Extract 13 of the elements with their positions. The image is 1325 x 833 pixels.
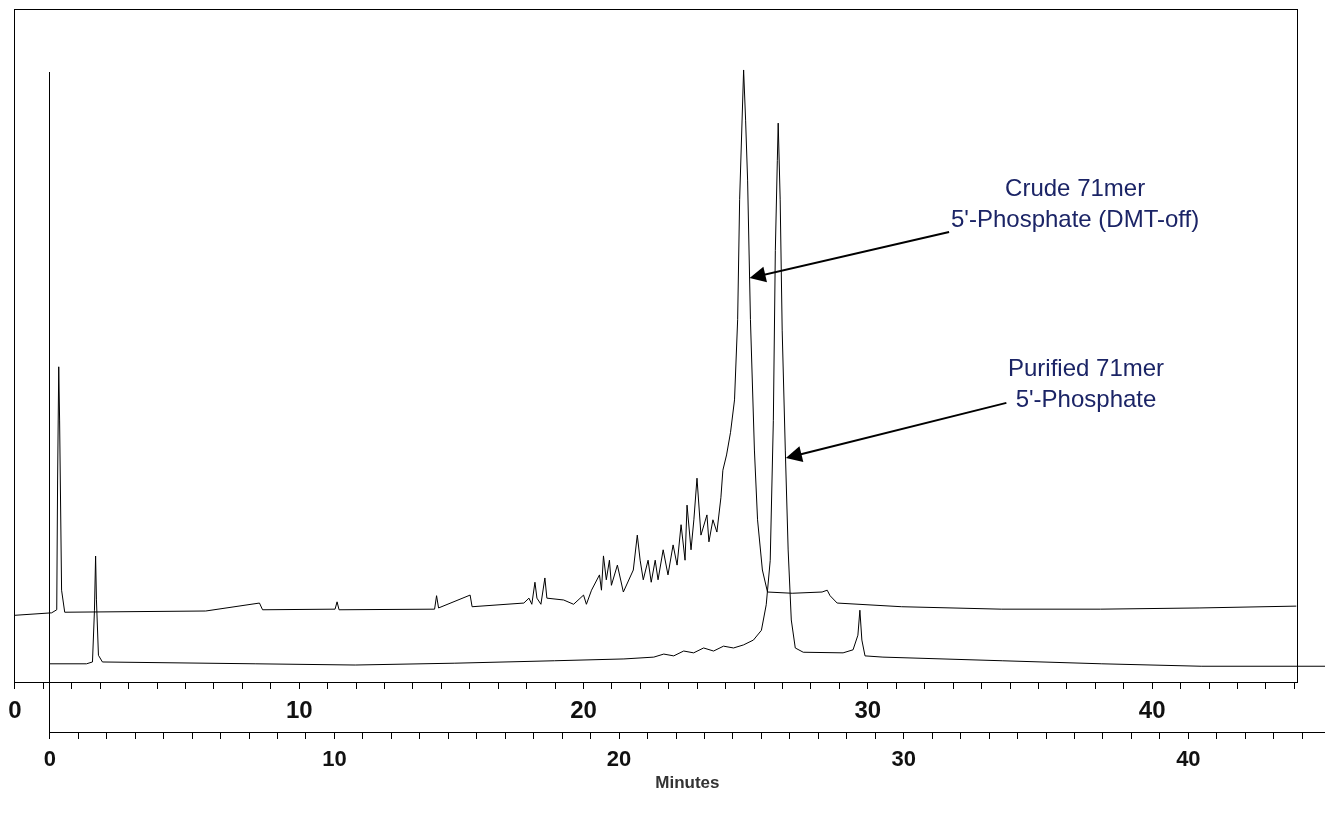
- annotation: Purified 71mer 5'-Phosphate: [1008, 354, 1165, 413]
- x-tick-label: 30: [891, 745, 916, 771]
- x-tick-label: 20: [606, 745, 632, 771]
- x-tick-label: 0: [43, 745, 56, 771]
- x-tick-label: 20: [570, 695, 597, 723]
- x-tick-label: 30: [854, 695, 882, 723]
- x-tick-label: 0: [8, 695, 22, 723]
- x-tick-label: 10: [322, 745, 347, 771]
- annotation: Crude 71mer 5'-Phosphate (DMT-off): [951, 174, 1200, 233]
- x-axis-title: Minutes: [655, 772, 720, 792]
- x-tick-label: 40: [1138, 695, 1166, 723]
- x-tick-label: 40: [1176, 745, 1201, 771]
- x-tick-label: 10: [285, 695, 313, 723]
